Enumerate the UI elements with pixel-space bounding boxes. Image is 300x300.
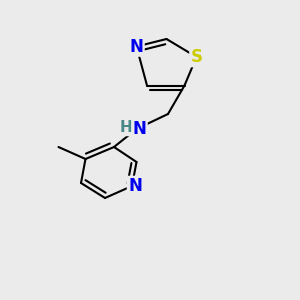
- Text: S: S: [190, 48, 202, 66]
- Text: H: H: [120, 120, 132, 135]
- Text: N: N: [130, 38, 143, 56]
- Text: N: N: [133, 120, 146, 138]
- Text: N: N: [128, 177, 142, 195]
